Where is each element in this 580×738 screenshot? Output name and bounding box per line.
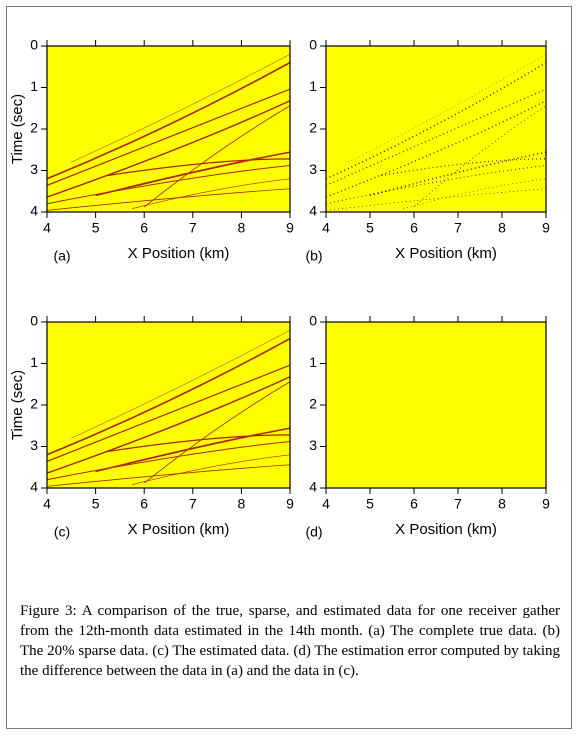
y-tick-label: 2 [309, 120, 317, 136]
panel-label: (d) [305, 524, 322, 540]
y-tick-label: 3 [30, 161, 38, 177]
figure-caption: Figure 3: A comparison of the true, spar… [20, 603, 560, 679]
y-tick-label: 2 [309, 396, 317, 412]
y-tick-label: 3 [309, 161, 317, 177]
x-tick-label: 5 [92, 220, 100, 236]
x-tick-label: 9 [286, 220, 294, 236]
figure: 4 5 6 7 8 9 0 1 2 3 4 X Position (km) (a) Time (sec) 4… [9, 37, 550, 540]
x-tick-label: 4 [43, 220, 51, 236]
panel-label: (b) [305, 248, 322, 264]
x-tick-label: 8 [498, 220, 506, 236]
x-tick-label: 5 [366, 496, 374, 512]
x-tick-label: 8 [498, 496, 506, 512]
y-tick-label: 0 [30, 313, 38, 329]
x-tick-label: 6 [410, 220, 418, 236]
panel-label: (a) [53, 248, 70, 264]
x-tick-label: 4 [322, 496, 330, 512]
y-tick-label: 4 [30, 479, 38, 495]
figure-frame [6, 6, 572, 729]
plot-area [326, 46, 546, 212]
plot-area [326, 322, 546, 488]
x-tick-label: 7 [454, 496, 462, 512]
x-tick-label: 6 [410, 496, 418, 512]
x-tick-label: 9 [286, 496, 294, 512]
x-tick-label: 9 [542, 496, 550, 512]
x-tick-label: 7 [189, 220, 197, 236]
y-tick-label: 1 [309, 78, 317, 94]
x-tick-label: 4 [43, 496, 51, 512]
x-tick-label: 4 [322, 220, 330, 236]
y-tick-label: 4 [309, 479, 317, 495]
plot-area [47, 46, 290, 212]
x-tick-label: 8 [238, 496, 246, 512]
panel-label: (c) [54, 524, 70, 540]
y-tick-label: 0 [309, 313, 317, 329]
y-tick-label: 1 [30, 354, 38, 370]
y-axis-label: Time (sec) [9, 94, 26, 164]
x-tick-label: 7 [189, 496, 197, 512]
y-tick-label: 0 [309, 37, 317, 53]
y-tick-label: 2 [30, 120, 38, 136]
x-tick-label: 8 [238, 220, 246, 236]
x-axis-label: X Position (km) [128, 245, 230, 262]
y-tick-label: 0 [30, 37, 38, 53]
x-tick-label: 7 [454, 220, 462, 236]
x-tick-label: 6 [140, 220, 148, 236]
x-axis-label: X Position (km) [128, 521, 230, 538]
y-tick-label: 3 [309, 437, 317, 453]
plot-area [47, 322, 290, 488]
x-tick-label: 6 [140, 496, 148, 512]
x-axis-label: X Position (km) [395, 521, 497, 538]
y-tick-label: 4 [30, 203, 38, 219]
y-tick-label: 2 [30, 396, 38, 412]
y-axis-label: Time (sec) [9, 370, 26, 440]
y-tick-label: 1 [30, 78, 38, 94]
x-tick-label: 9 [542, 220, 550, 236]
x-axis-label: X Position (km) [395, 245, 497, 262]
x-tick-label: 5 [366, 220, 374, 236]
y-tick-label: 1 [309, 354, 317, 370]
y-tick-label: 4 [309, 203, 317, 219]
y-tick-label: 3 [30, 437, 38, 453]
x-tick-label: 5 [92, 496, 100, 512]
